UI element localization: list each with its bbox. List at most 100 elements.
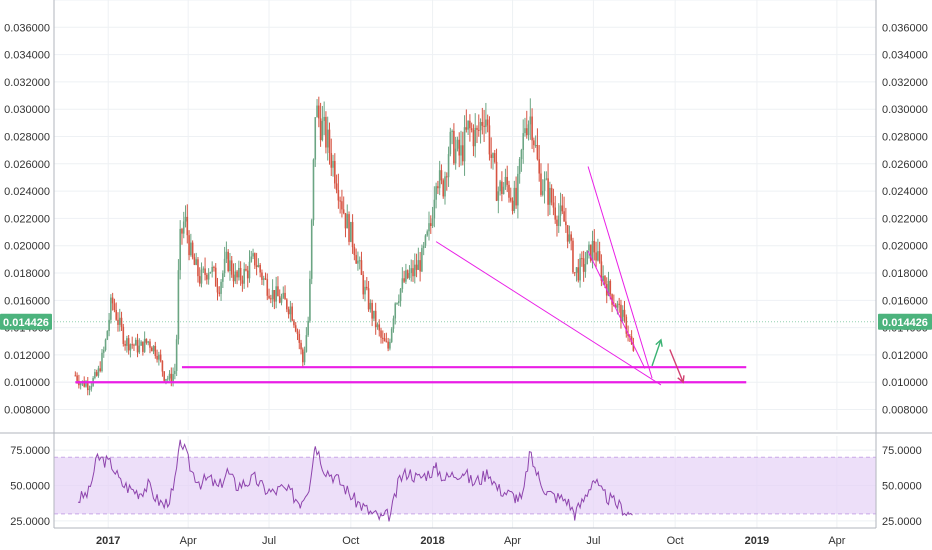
candle-body — [350, 222, 352, 242]
candle-body — [136, 339, 139, 353]
rsi-band — [54, 457, 876, 514]
rsi-line — [77, 439, 633, 522]
candle-body — [341, 201, 343, 210]
candle-body — [618, 303, 620, 305]
time-tick-label: Apr — [828, 535, 845, 547]
price-tick-label: 0.010000 — [882, 377, 928, 389]
candle-body — [190, 242, 192, 256]
candle-body — [229, 260, 231, 271]
candle-body — [243, 268, 245, 284]
rsi-tick-label: 75.0000 — [882, 445, 922, 457]
candle-body — [566, 225, 569, 242]
candle-body — [225, 251, 228, 259]
candle-body — [140, 341, 142, 346]
candle-body — [108, 319, 110, 332]
candle-body — [241, 280, 244, 284]
time-scale: 2017 Apr Jul Oct 2018 Apr Jul Oct 2019 Apr — [96, 535, 846, 547]
candle-body — [568, 234, 571, 242]
candle-body — [625, 316, 628, 334]
candle-body — [412, 268, 414, 277]
candle-body — [170, 373, 173, 383]
candle-body — [541, 190, 544, 195]
candle-body — [533, 140, 535, 146]
candle-body — [204, 268, 206, 275]
candle-body — [319, 118, 322, 141]
price-tick-label: 0.026000 — [4, 159, 50, 171]
candle-body — [497, 191, 500, 201]
candle-body — [591, 240, 594, 261]
candle-body — [94, 372, 96, 379]
price-tick-label: 0.012000 — [4, 350, 50, 362]
candle-body — [118, 317, 121, 325]
candle-body — [417, 260, 420, 270]
candle-body — [289, 306, 292, 315]
rsi-tick-label: 25.0000 — [882, 516, 922, 528]
candle-body — [168, 373, 171, 379]
price-tick-label: 0.030000 — [882, 104, 928, 116]
candle-body — [282, 292, 285, 298]
candle-body — [394, 303, 397, 319]
price-tick-label: 0.032000 — [882, 77, 928, 89]
candle-body — [547, 178, 549, 205]
price-tick-label: 0.036000 — [882, 22, 928, 34]
candle-body — [449, 131, 452, 155]
candle-body — [335, 183, 338, 191]
candle-body — [316, 105, 318, 118]
candle-body — [598, 251, 601, 262]
candle-body — [348, 214, 350, 242]
candle-body — [508, 184, 510, 198]
candle-body — [490, 154, 493, 158]
candle-body — [79, 383, 82, 386]
candle-body — [545, 178, 548, 180]
candle-body — [481, 122, 484, 126]
candle-body — [207, 273, 210, 280]
candle-body — [275, 286, 277, 302]
candle-body — [254, 253, 256, 266]
candle-body — [218, 292, 221, 294]
candle-body — [501, 181, 503, 194]
price-tick-label: 0.018000 — [4, 268, 50, 280]
candle-body — [559, 205, 562, 216]
last-price-badge-left — [0, 313, 52, 330]
candle-body — [524, 128, 526, 134]
candle-body — [385, 341, 388, 343]
candle-body — [337, 190, 340, 201]
candle-body — [230, 260, 233, 275]
candle-body — [179, 228, 181, 271]
rsi-line-layer — [77, 439, 633, 522]
candle-body — [469, 120, 471, 129]
candle-body — [440, 170, 443, 181]
candle-body — [557, 215, 560, 226]
candle-body — [261, 272, 263, 280]
candle-body — [200, 269, 203, 284]
candle-body — [382, 337, 384, 339]
candle-body — [323, 116, 325, 121]
candle-body — [182, 221, 185, 234]
candle-body — [156, 355, 158, 360]
candle-body — [154, 345, 157, 356]
candle-body — [273, 290, 276, 302]
candle-body — [383, 338, 386, 342]
candle-body — [593, 240, 596, 253]
candle-body — [399, 288, 402, 302]
arrow-shaft — [669, 349, 684, 383]
candle-body — [300, 342, 302, 350]
candle-body — [332, 160, 334, 168]
price-tick-label: 0.024000 — [882, 186, 928, 198]
candle-body — [161, 360, 164, 372]
candle-body — [270, 298, 272, 300]
price-tick-label: 0.030000 — [4, 104, 50, 116]
candle-body — [438, 170, 441, 189]
price-tick-label: 0.008000 — [882, 405, 928, 417]
candle-body — [474, 127, 477, 147]
candle-body — [238, 267, 240, 278]
price-tick-label: 0.028000 — [882, 132, 928, 144]
candle-body — [259, 264, 261, 273]
candle-body — [389, 341, 391, 349]
candle-body — [293, 320, 295, 326]
candle-body — [268, 295, 270, 299]
candle-body — [616, 303, 619, 308]
candle-body — [577, 267, 580, 281]
candle-body — [186, 216, 189, 236]
